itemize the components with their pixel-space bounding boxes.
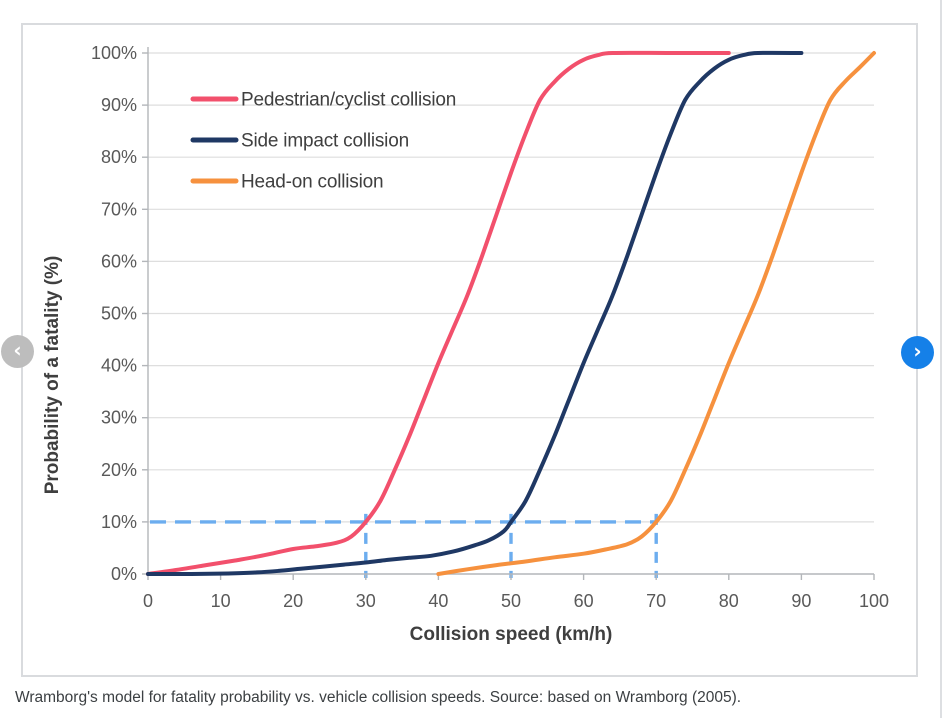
x-tick-label: 10 bbox=[211, 591, 231, 611]
y-tick-label: 80% bbox=[101, 147, 137, 167]
fatality-probability-chart: 0% 10% 20% 30% 40% 50% 60% 70% 80% 90% 100% 0 10 20 30… bbox=[42, 43, 889, 645]
figure-card: 0% 10% 20% 30% 40% 50% 60% 70% 80% 90% 100% 0 10 20 30… bbox=[21, 23, 918, 677]
x-tick-label: 90 bbox=[791, 591, 811, 611]
legend-label: Pedestrian/cyclist collision bbox=[241, 90, 456, 111]
y-tick-label: 50% bbox=[101, 304, 137, 324]
y-tick-label: 30% bbox=[101, 408, 137, 428]
chevron-right-icon: › bbox=[913, 338, 922, 363]
adjacent-card-edge bbox=[940, 0, 942, 718]
y-tick-label: 70% bbox=[101, 199, 137, 219]
legend-label: Side impact collision bbox=[241, 131, 409, 152]
carousel-prev-button[interactable]: ‹ bbox=[1, 335, 34, 368]
x-tick-label: 0 bbox=[143, 591, 153, 611]
y-tick-label: 10% bbox=[101, 512, 137, 532]
y-tick-label: 100% bbox=[91, 43, 137, 63]
y-axis-title: Probability of a fatality (%) bbox=[42, 256, 63, 495]
y-tick-label: 20% bbox=[101, 460, 137, 480]
x-tick-label: 70 bbox=[646, 591, 666, 611]
x-tick-label: 80 bbox=[719, 591, 739, 611]
x-tick-label: 40 bbox=[428, 591, 448, 611]
x-tick-label: 20 bbox=[283, 591, 303, 611]
legend-item: Head-on collision bbox=[190, 172, 384, 193]
x-tick-label: 50 bbox=[501, 591, 521, 611]
legend-item: Pedestrian/cyclist collision bbox=[190, 90, 456, 111]
figure-caption: Wramborg's model for fatality probabilit… bbox=[15, 689, 742, 706]
carousel-next-button[interactable]: › bbox=[901, 336, 934, 369]
chevron-left-icon: ‹ bbox=[13, 337, 22, 362]
y-tick-label: 0% bbox=[111, 564, 137, 584]
legend-item: Side impact collision bbox=[190, 131, 409, 152]
y-tick-label: 90% bbox=[101, 95, 137, 115]
x-axis-title: Collision speed (km/h) bbox=[410, 624, 613, 645]
series-line-head-on-collision bbox=[436, 51, 876, 576]
series-line-side-impact-collision bbox=[146, 50, 804, 577]
y-tick-label: 60% bbox=[101, 251, 137, 271]
series-line-pedestrian-cyclist-collision bbox=[146, 50, 731, 576]
x-tick-label: 100 bbox=[859, 591, 889, 611]
y-tick-label: 40% bbox=[101, 356, 137, 376]
x-tick-label: 30 bbox=[356, 591, 376, 611]
x-tick-label: 60 bbox=[574, 591, 594, 611]
legend-label: Head-on collision bbox=[241, 172, 383, 193]
